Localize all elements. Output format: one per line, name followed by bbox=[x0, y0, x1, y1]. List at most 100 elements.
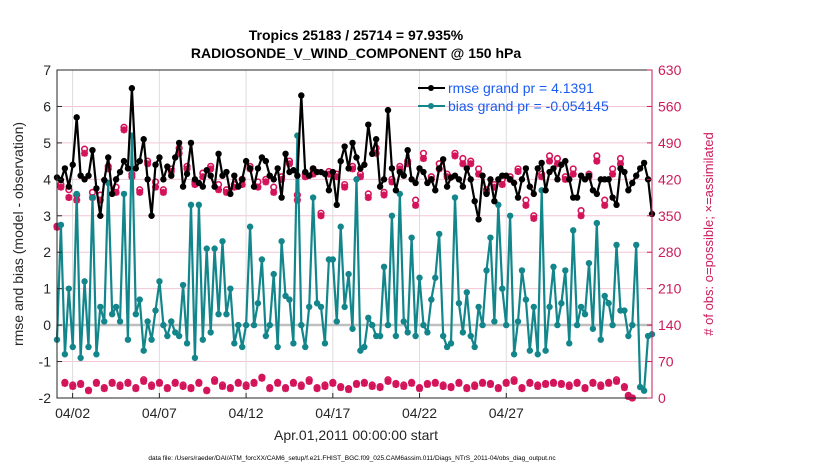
obs-assimilated-marker bbox=[57, 183, 65, 191]
rmse-point bbox=[179, 183, 187, 190]
rmse-point bbox=[105, 154, 112, 161]
right-tick-label: 280 bbox=[658, 244, 682, 260]
rmse-point bbox=[420, 168, 427, 176]
right-tick-label: 490 bbox=[658, 135, 682, 151]
rmse-point bbox=[526, 183, 534, 190]
rmse-point bbox=[439, 156, 447, 163]
asterisk bbox=[112, 188, 120, 196]
bias-point bbox=[447, 340, 455, 347]
rmse-point bbox=[89, 146, 96, 154]
right-tick-label: 630 bbox=[658, 62, 682, 78]
bias-point bbox=[376, 332, 384, 340]
bias-point bbox=[534, 351, 541, 358]
obs-assimilated-marker bbox=[404, 160, 412, 168]
bias-point bbox=[384, 321, 392, 329]
bias-point bbox=[227, 285, 234, 292]
rmse-point bbox=[172, 154, 179, 161]
bias-point bbox=[187, 201, 195, 209]
rmse-point bbox=[231, 172, 238, 179]
bias-point bbox=[353, 176, 360, 183]
bias-point bbox=[621, 307, 628, 314]
bias-point bbox=[569, 227, 577, 234]
rmse-point bbox=[298, 92, 305, 99]
bias-point bbox=[215, 310, 222, 318]
obs-assimilated-marker bbox=[289, 379, 297, 387]
right-axis-ticks: 0 70 140 210 280 350 420 490 560 630 bbox=[647, 62, 682, 406]
asterisk bbox=[345, 386, 353, 394]
asterisk bbox=[155, 379, 163, 387]
obs-assimilated-marker bbox=[85, 387, 93, 395]
asterisk bbox=[593, 157, 601, 165]
bias-point bbox=[467, 332, 474, 340]
bias-point bbox=[298, 321, 305, 329]
asterisk bbox=[443, 173, 451, 181]
rmse-point bbox=[455, 176, 463, 183]
bias-point bbox=[345, 270, 352, 278]
obs-assimilated-marker bbox=[463, 385, 471, 393]
bias-point bbox=[546, 303, 553, 311]
obs-assimilated-marker bbox=[278, 175, 286, 183]
x-tick-label: 04/07 bbox=[142, 405, 177, 421]
obs-assimilated-marker bbox=[360, 379, 368, 387]
bias-point bbox=[562, 267, 569, 274]
asterisk bbox=[337, 384, 345, 392]
bias-point bbox=[258, 256, 266, 263]
obs-assimilated-marker bbox=[613, 377, 621, 385]
obs-assimilated-marker bbox=[266, 385, 274, 393]
bias-point bbox=[475, 303, 482, 311]
asterisk bbox=[108, 379, 116, 387]
obs-assimilated-marker bbox=[195, 379, 203, 387]
rmse-point bbox=[625, 187, 632, 194]
rmse-point bbox=[294, 172, 301, 179]
asterisk bbox=[171, 379, 179, 387]
obs-assimilated-marker bbox=[455, 379, 463, 387]
rmse-point bbox=[428, 176, 435, 183]
y-tick-label: -2 bbox=[39, 390, 52, 406]
obs-assimilated-marker bbox=[384, 377, 392, 385]
asterisk bbox=[317, 212, 325, 220]
obs-assimilated-marker bbox=[408, 379, 416, 387]
asterisk bbox=[222, 188, 230, 196]
obs-assimilated-marker bbox=[514, 168, 522, 176]
rmse-point bbox=[329, 168, 337, 176]
rmse-point bbox=[518, 176, 526, 183]
asterisk bbox=[542, 380, 550, 388]
rmse-point bbox=[168, 172, 175, 179]
legend-bias-marker bbox=[428, 103, 434, 109]
rmse-point bbox=[112, 176, 120, 183]
rmse-point bbox=[144, 176, 151, 183]
rmse-point bbox=[85, 172, 92, 179]
asterisk bbox=[609, 170, 617, 178]
bias-point bbox=[518, 267, 526, 274]
bias-point bbox=[290, 340, 297, 347]
asterisk bbox=[388, 178, 396, 186]
rmse-point bbox=[365, 121, 372, 128]
obs-assimilated-marker bbox=[191, 181, 199, 189]
asterisk bbox=[546, 157, 554, 165]
rmse-point bbox=[187, 139, 195, 147]
asterisk bbox=[85, 387, 93, 395]
rmse-point bbox=[183, 170, 191, 178]
bias-point bbox=[573, 321, 581, 329]
asterisk bbox=[57, 183, 65, 191]
bias-point bbox=[116, 318, 124, 325]
asterisk bbox=[191, 181, 199, 189]
rmse-point bbox=[175, 139, 183, 147]
asterisk bbox=[400, 383, 408, 391]
rmse-point bbox=[554, 176, 561, 183]
obs-assimilated-marker bbox=[561, 175, 569, 183]
bias-point bbox=[65, 285, 73, 292]
asterisk bbox=[613, 377, 621, 385]
rmse-point bbox=[73, 114, 80, 121]
obs-assimilated-marker bbox=[471, 383, 479, 391]
x-tick-label: 04/12 bbox=[229, 405, 264, 421]
obs-assimilated-marker bbox=[155, 379, 163, 387]
rmse-point bbox=[475, 216, 482, 223]
rmse-point bbox=[369, 150, 376, 158]
asterisk bbox=[530, 214, 538, 222]
rmse-point bbox=[510, 179, 518, 187]
obs-assimilated-marker bbox=[475, 170, 483, 178]
y-axis-label: rmse and bias (model - observation) bbox=[10, 122, 26, 346]
asterisk bbox=[597, 383, 605, 391]
